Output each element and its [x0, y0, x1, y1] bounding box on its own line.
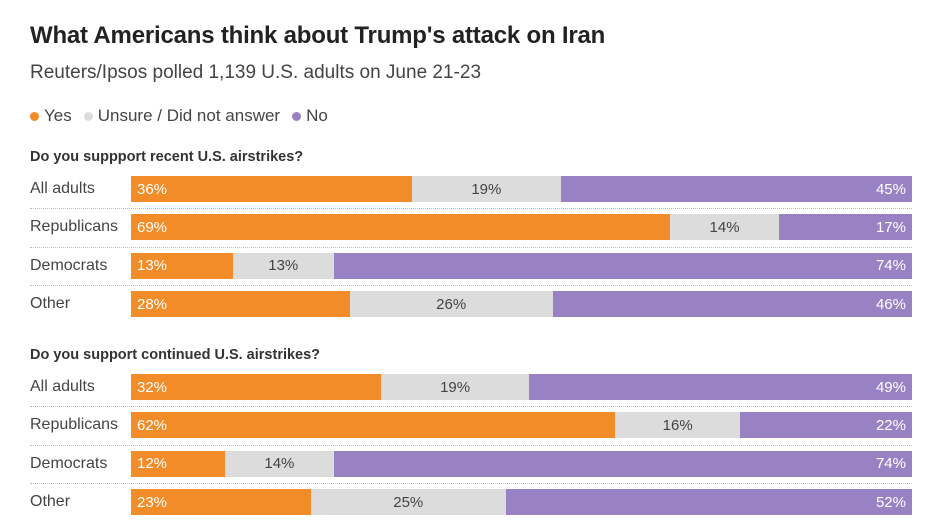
bar-segment-yes: 28% [131, 291, 350, 318]
bar-row: All adults 36% 19% 45% [30, 170, 912, 208]
bar-row: Republicans 69% 14% 17% [30, 208, 912, 246]
bar-segment-unsure: 19% [412, 176, 561, 202]
bar-row: Democrats 12% 14% 74% [30, 444, 912, 483]
bar-segment-yes: 36% [131, 176, 413, 202]
bar-rows: All adults 36% 19% 45% Republicans 69% 14% 17% D… [30, 170, 912, 324]
legend-item-unsure: Unsure / Did not answer [83, 106, 281, 126]
panel-recent-airstrikes: Do you suppport recent U.S. airstrikes? … [30, 148, 912, 324]
legend-label-no: No [306, 106, 328, 125]
legend-item-no: No [292, 106, 328, 126]
legend-item-yes: Yes [30, 106, 72, 126]
bar-segment-yes: 32% [131, 374, 381, 400]
row-label: All adults [30, 180, 95, 197]
bar-segment-unsure: 25% [310, 489, 506, 516]
stacked-bar: 32% 19% 49% [131, 374, 912, 400]
row-label: Other [30, 493, 71, 511]
bar-row: Republicans 62% 16% 22% [30, 406, 912, 444]
bar-row: Other 23% 25% 52% [30, 483, 912, 521]
row-label: All adults [30, 378, 95, 395]
row-label: Other [30, 295, 71, 313]
bar-segment-no: 74% [334, 450, 912, 477]
bar-segment-no: 17% [779, 214, 912, 241]
stacked-bar: 23% 25% 52% [131, 489, 912, 516]
bar-segment-no: 45% [560, 176, 912, 202]
row-label: Republicans [30, 218, 119, 236]
stacked-bar: 62% 16% 22% [131, 412, 912, 439]
legend-dot-unsure [83, 111, 93, 121]
stacked-bar: 28% 26% 46% [131, 291, 912, 318]
bar-row: All adults 32% 19% 49% [30, 368, 912, 406]
bar-row: Other 28% 26% 46% [30, 285, 912, 323]
stacked-bar: 36% 19% 45% [131, 176, 912, 202]
bar-segment-unsure: 14% [669, 214, 780, 241]
question-heading: Do you support continued U.S. airstrikes… [30, 347, 321, 363]
bar-segment-no: 49% [529, 374, 912, 400]
chart-title: What Americans think about Trump's attac… [30, 22, 606, 49]
stacked-bar: 13% 13% 74% [131, 252, 912, 279]
bar-segment-unsure: 16% [615, 412, 741, 439]
bar-rows: All adults 32% 19% 49% Republicans 62% 16% 22% D… [30, 368, 912, 522]
bar-segment-yes: 23% [131, 489, 311, 516]
bar-segment-unsure: 26% [349, 291, 553, 318]
panel-continued-airstrikes: Do you support continued U.S. airstrikes… [30, 346, 912, 522]
stacked-bar: 69% 14% 17% [131, 214, 912, 241]
bar-segment-unsure: 14% [224, 450, 335, 477]
legend-label-yes: Yes [44, 106, 72, 125]
legend-dot-yes [30, 111, 39, 121]
bar-segment-yes: 69% [131, 214, 670, 241]
legend-label-unsure: Unsure / Did not answer [97, 106, 281, 125]
bar-segment-no: 52% [505, 489, 912, 516]
bar-segment-no: 74% [334, 252, 912, 279]
row-label: Democrats [30, 256, 108, 274]
bar-segment-yes: 13% [131, 252, 233, 279]
bar-segment-yes: 62% [131, 412, 616, 439]
stacked-bar: 12% 14% 74% [131, 450, 912, 477]
legend: Yes Unsure / Did not answer No [30, 106, 340, 126]
legend-dot-no [292, 111, 302, 121]
bar-segment-unsure: 19% [380, 374, 530, 400]
row-label: Democrats [30, 454, 108, 472]
bar-segment-yes: 12% [131, 450, 225, 477]
question-heading: Do you suppport recent U.S. airstrikes? [30, 149, 304, 165]
bar-segment-no: 46% [552, 291, 912, 318]
bar-row: Democrats 13% 13% 74% [30, 246, 912, 285]
bar-segment-unsure: 13% [232, 252, 335, 279]
row-label: Republicans [30, 416, 119, 434]
bar-segment-no: 22% [740, 412, 912, 439]
chart-subtitle: Reuters/Ipsos polled 1,139 U.S. adults o… [30, 62, 482, 83]
